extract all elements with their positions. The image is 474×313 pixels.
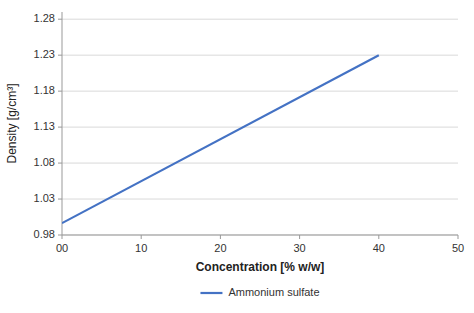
grid <box>62 19 458 235</box>
x-tick <box>220 235 221 239</box>
x-tick <box>458 235 459 239</box>
y-tick-label: 1.03 <box>34 192 55 204</box>
x-axis-label: Concentration [% w/w] <box>196 260 325 274</box>
y-tick-label: 0.98 <box>34 228 55 240</box>
y-tick-label: 1.28 <box>34 12 55 24</box>
legend-item: Ammonium sulfate <box>200 286 319 298</box>
axes: 0.98 1.03 1.08 1.13 1.18 1.23 1.28 00 10 20 30 40 50 <box>34 12 465 254</box>
x-axis-line <box>62 235 458 236</box>
y-tick <box>58 163 62 164</box>
y-tick <box>58 55 62 56</box>
y-tick-label: 1.08 <box>34 156 55 168</box>
y-tick <box>58 199 62 200</box>
grid-line <box>62 91 458 92</box>
y-tick <box>58 127 62 128</box>
x-tick-label: 00 <box>56 242 68 254</box>
grid-line <box>62 19 458 20</box>
x-tick <box>141 235 142 239</box>
y-tick-label: 1.23 <box>34 48 55 60</box>
grid-line <box>62 235 458 236</box>
y-tick <box>58 91 62 92</box>
y-axis-label: Density [g/cm³] <box>5 83 19 163</box>
x-tick-label: 50 <box>452 242 464 254</box>
y-tick-label: 1.18 <box>34 84 55 96</box>
y-tick <box>58 19 62 20</box>
y-tick <box>58 235 62 236</box>
grid-line <box>62 199 458 200</box>
x-tick <box>378 235 379 239</box>
grid-line <box>62 127 458 128</box>
x-tick <box>299 235 300 239</box>
plot-area <box>62 55 379 223</box>
chart: 0.98 1.03 1.08 1.13 1.18 1.23 1.28 00 10 20 30 40 50… <box>0 0 474 313</box>
legend-label: Ammonium sulfate <box>228 286 319 298</box>
y-tick-label: 1.13 <box>34 120 55 132</box>
x-tick-label: 10 <box>135 242 147 254</box>
x-tick-label: 30 <box>293 242 305 254</box>
legend: Ammonium sulfate <box>200 286 319 298</box>
x-tick-label: 20 <box>214 242 226 254</box>
grid-line <box>62 163 458 164</box>
grid-line <box>62 55 458 56</box>
legend-swatch <box>200 292 222 294</box>
x-tick <box>62 235 63 239</box>
y-axis-line <box>62 12 63 235</box>
line <box>62 55 379 223</box>
x-tick-label: 40 <box>373 242 385 254</box>
